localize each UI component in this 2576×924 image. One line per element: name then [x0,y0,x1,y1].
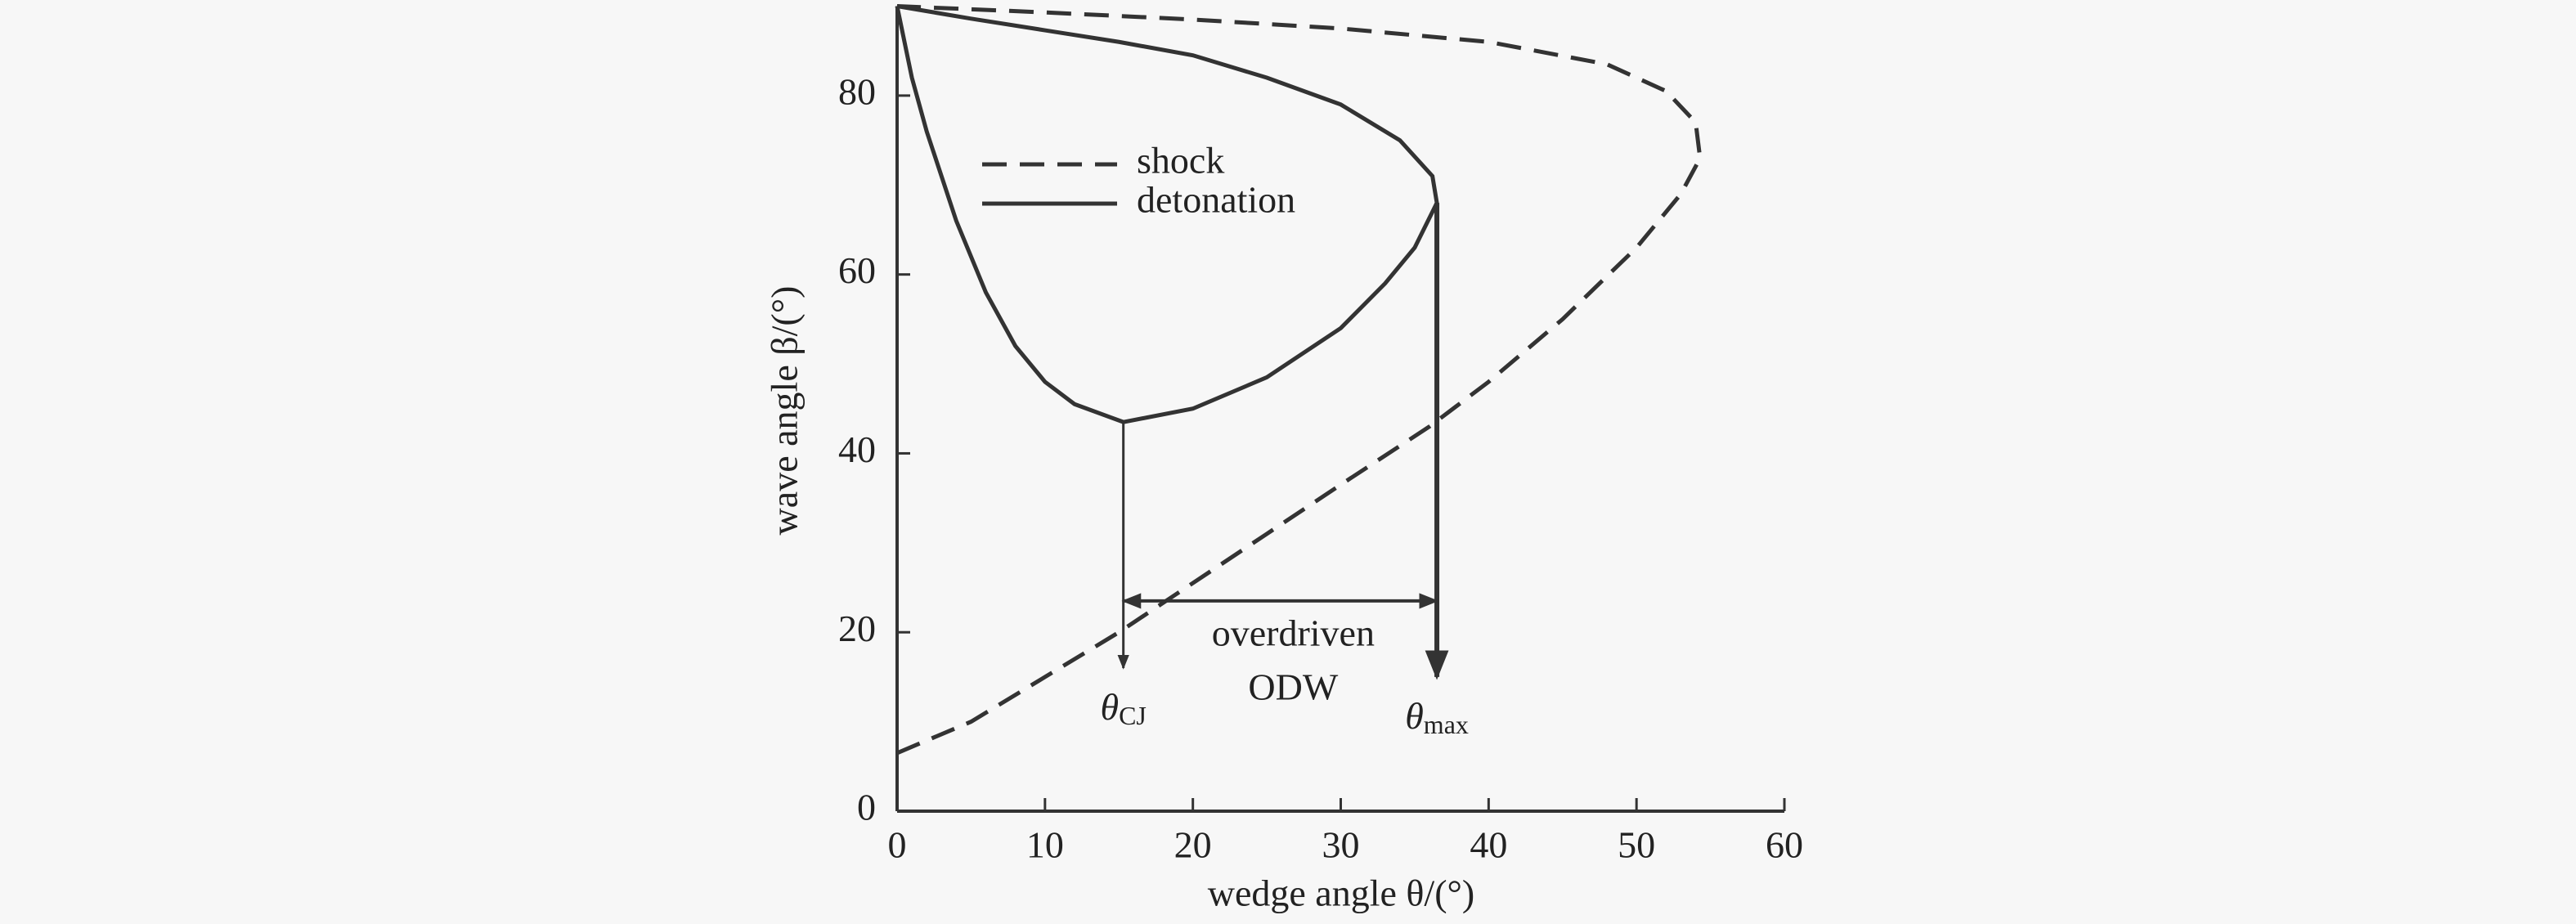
x-tick-label: 40 [1470,824,1507,866]
x-tick-label: 30 [1322,824,1360,866]
x-axis-label: wedge angle θ/(°) [1208,872,1475,914]
marker-subscript: CJ [1119,701,1147,730]
marker-symbol: θ [1405,694,1424,736]
range-label: ODW [1248,666,1338,707]
marker-label: θmax [1405,694,1469,739]
y-tick-label: 60 [838,249,876,291]
x-tick-label: 0 [888,824,907,866]
y-axis-label: wave angle β/(°) [764,286,806,536]
y-tick-label: 0 [857,787,876,828]
y-tick-label: 80 [838,70,876,112]
x-tick-label: 10 [1026,824,1064,866]
y-tick-label: 20 [838,608,876,649]
y-tick-label: 40 [838,428,876,470]
marker-label: θCJ [1100,686,1146,731]
series-line [895,4,1439,424]
marker-symbol: θ [1100,686,1119,728]
x-tick-label: 60 [1766,824,1803,866]
legend-label: shock [1137,140,1224,182]
series-line [896,4,1703,756]
x-tick-label: 20 [1174,824,1212,866]
range-label: overdriven [1212,612,1375,653]
marker-subscript: max [1424,710,1469,739]
legend-label: detonation [1137,179,1295,221]
x-tick-label: 50 [1618,824,1655,866]
